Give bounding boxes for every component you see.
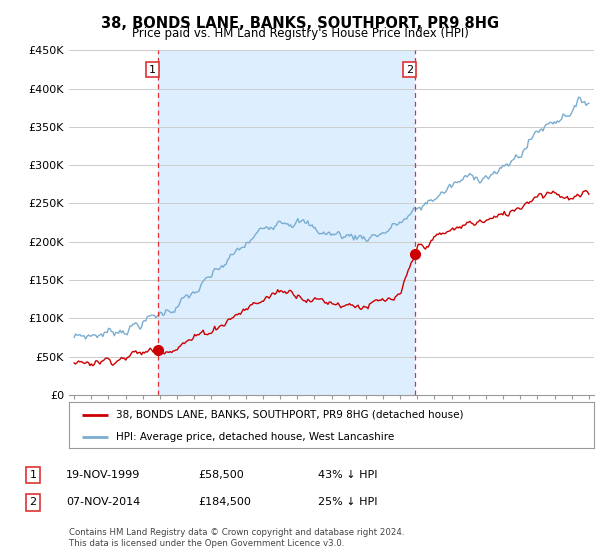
Text: 38, BONDS LANE, BANKS, SOUTHPORT, PR9 8HG: 38, BONDS LANE, BANKS, SOUTHPORT, PR9 8H…: [101, 16, 499, 31]
Text: Contains HM Land Registry data © Crown copyright and database right 2024.
This d: Contains HM Land Registry data © Crown c…: [69, 528, 404, 548]
Text: 19-NOV-1999: 19-NOV-1999: [66, 470, 140, 480]
Text: 1: 1: [29, 470, 37, 480]
Text: 43% ↓ HPI: 43% ↓ HPI: [318, 470, 377, 480]
Text: 07-NOV-2014: 07-NOV-2014: [66, 497, 140, 507]
Text: 2: 2: [29, 497, 37, 507]
Text: 2: 2: [406, 64, 413, 74]
Text: 38, BONDS LANE, BANKS, SOUTHPORT, PR9 8HG (detached house): 38, BONDS LANE, BANKS, SOUTHPORT, PR9 8H…: [116, 410, 464, 420]
Text: 25% ↓ HPI: 25% ↓ HPI: [318, 497, 377, 507]
Text: £58,500: £58,500: [198, 470, 244, 480]
Text: Price paid vs. HM Land Registry's House Price Index (HPI): Price paid vs. HM Land Registry's House …: [131, 27, 469, 40]
Text: HPI: Average price, detached house, West Lancashire: HPI: Average price, detached house, West…: [116, 432, 395, 441]
Text: £184,500: £184,500: [198, 497, 251, 507]
Text: 1: 1: [149, 64, 156, 74]
Bar: [158, 50, 415, 395]
